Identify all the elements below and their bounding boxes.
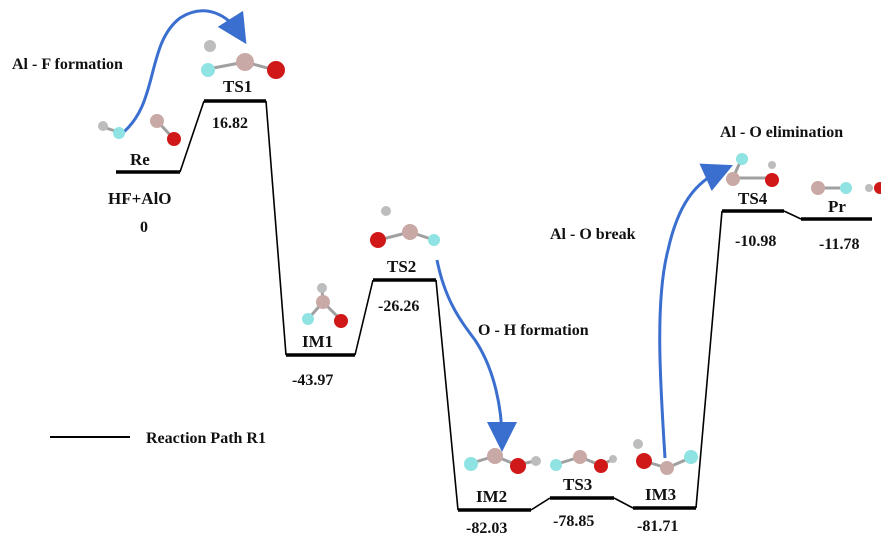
arrow-al-f-formation	[119, 9, 247, 137]
state-name-ts3: TS3	[563, 475, 592, 494]
h-atom	[204, 40, 216, 52]
state-name-im2: IM2	[476, 487, 507, 506]
molecule-im2	[464, 448, 541, 474]
h-atom	[768, 161, 776, 169]
energy-im1: -43.97	[292, 372, 333, 389]
o-atom	[510, 458, 526, 474]
state-sublabel-re: HF+AlO	[108, 189, 172, 208]
annotation-al-f-formation: Al - F formation	[12, 56, 123, 73]
state-name-ts4: TS4	[738, 189, 768, 208]
connector-re-ts1	[179, 100, 205, 173]
al-atom	[573, 450, 587, 464]
molecule-ts2	[370, 206, 440, 248]
h-atom	[531, 456, 541, 466]
h-atom	[865, 184, 873, 192]
al-atom	[811, 181, 825, 195]
f-atom	[550, 459, 562, 471]
state-name-im1: IM1	[302, 332, 333, 351]
molecule-ts1	[201, 40, 285, 79]
o-atom	[167, 132, 181, 146]
state-name-pr: Pr	[828, 197, 846, 216]
state-name-ts1: TS1	[223, 77, 252, 96]
al-atom	[316, 295, 330, 309]
h-atom	[633, 439, 643, 449]
al-atom	[660, 461, 674, 475]
f-atom	[201, 63, 215, 77]
energy-pr: -11.78	[819, 236, 859, 253]
connector-im2-ts3	[530, 497, 551, 511]
state-name-re: Re	[130, 150, 150, 169]
al-atom	[402, 224, 418, 240]
h-atom	[317, 283, 327, 293]
state-name-ts2: TS2	[387, 257, 416, 276]
annotation-al-o-break: Al - O break	[550, 226, 636, 243]
state-name-im3: IM3	[645, 485, 676, 504]
molecule-im3	[633, 439, 698, 475]
al-atom	[487, 448, 503, 464]
h-atom	[609, 455, 617, 463]
o-atom	[594, 459, 608, 473]
connector-ts1-im1	[265, 100, 287, 356]
arrow-o-h-formation	[435, 259, 517, 452]
energy-re: 0	[140, 219, 148, 236]
molecule-ts3	[550, 450, 617, 473]
h-atom	[98, 121, 108, 131]
o-atom	[636, 453, 652, 469]
legend: Reaction Path R1	[50, 430, 266, 447]
o-atom	[370, 232, 386, 248]
f-atom	[464, 457, 478, 471]
molecule-re	[98, 114, 181, 146]
f-atom	[840, 182, 852, 194]
molecule-ts4	[726, 153, 779, 187]
arrow-al-o-elimination	[658, 163, 733, 459]
annotation-al-o-elimination: Al - O elimination	[720, 124, 843, 141]
energy-im2: -82.03	[466, 520, 507, 537]
process-arrows	[119, 9, 733, 459]
connector-im1-ts2	[354, 279, 374, 356]
h-atom	[381, 206, 391, 216]
o-atom	[334, 314, 348, 328]
al-atom	[236, 53, 254, 71]
annotation-o-h-formation: O - H formation	[478, 322, 589, 339]
o-atom	[267, 61, 285, 79]
connector-im3-ts4	[695, 210, 723, 509]
molecule-im1	[302, 283, 348, 328]
energy-ts3: -78.85	[553, 513, 594, 530]
f-atom	[113, 127, 125, 139]
legend-label: Reaction Path R1	[146, 430, 266, 447]
energy-ts1: 16.82	[212, 115, 248, 132]
f-atom	[736, 153, 748, 165]
al-atom	[150, 114, 164, 128]
connector-ts4-pr	[783, 210, 802, 220]
f-atom	[428, 234, 440, 246]
f-atom	[684, 450, 698, 464]
molecule-pr	[811, 181, 881, 195]
o-atom	[765, 173, 779, 187]
energy-ts2: -26.26	[378, 298, 419, 315]
al-atom	[726, 172, 740, 186]
energy-ts4: -10.98	[735, 233, 776, 250]
f-atom	[302, 313, 314, 325]
energy-im3: -81.71	[637, 518, 678, 535]
connector-ts3-im3	[613, 497, 634, 509]
o-atom	[874, 182, 881, 194]
reaction-path	[116, 99, 872, 512]
connector-ts2-im2	[435, 279, 459, 511]
